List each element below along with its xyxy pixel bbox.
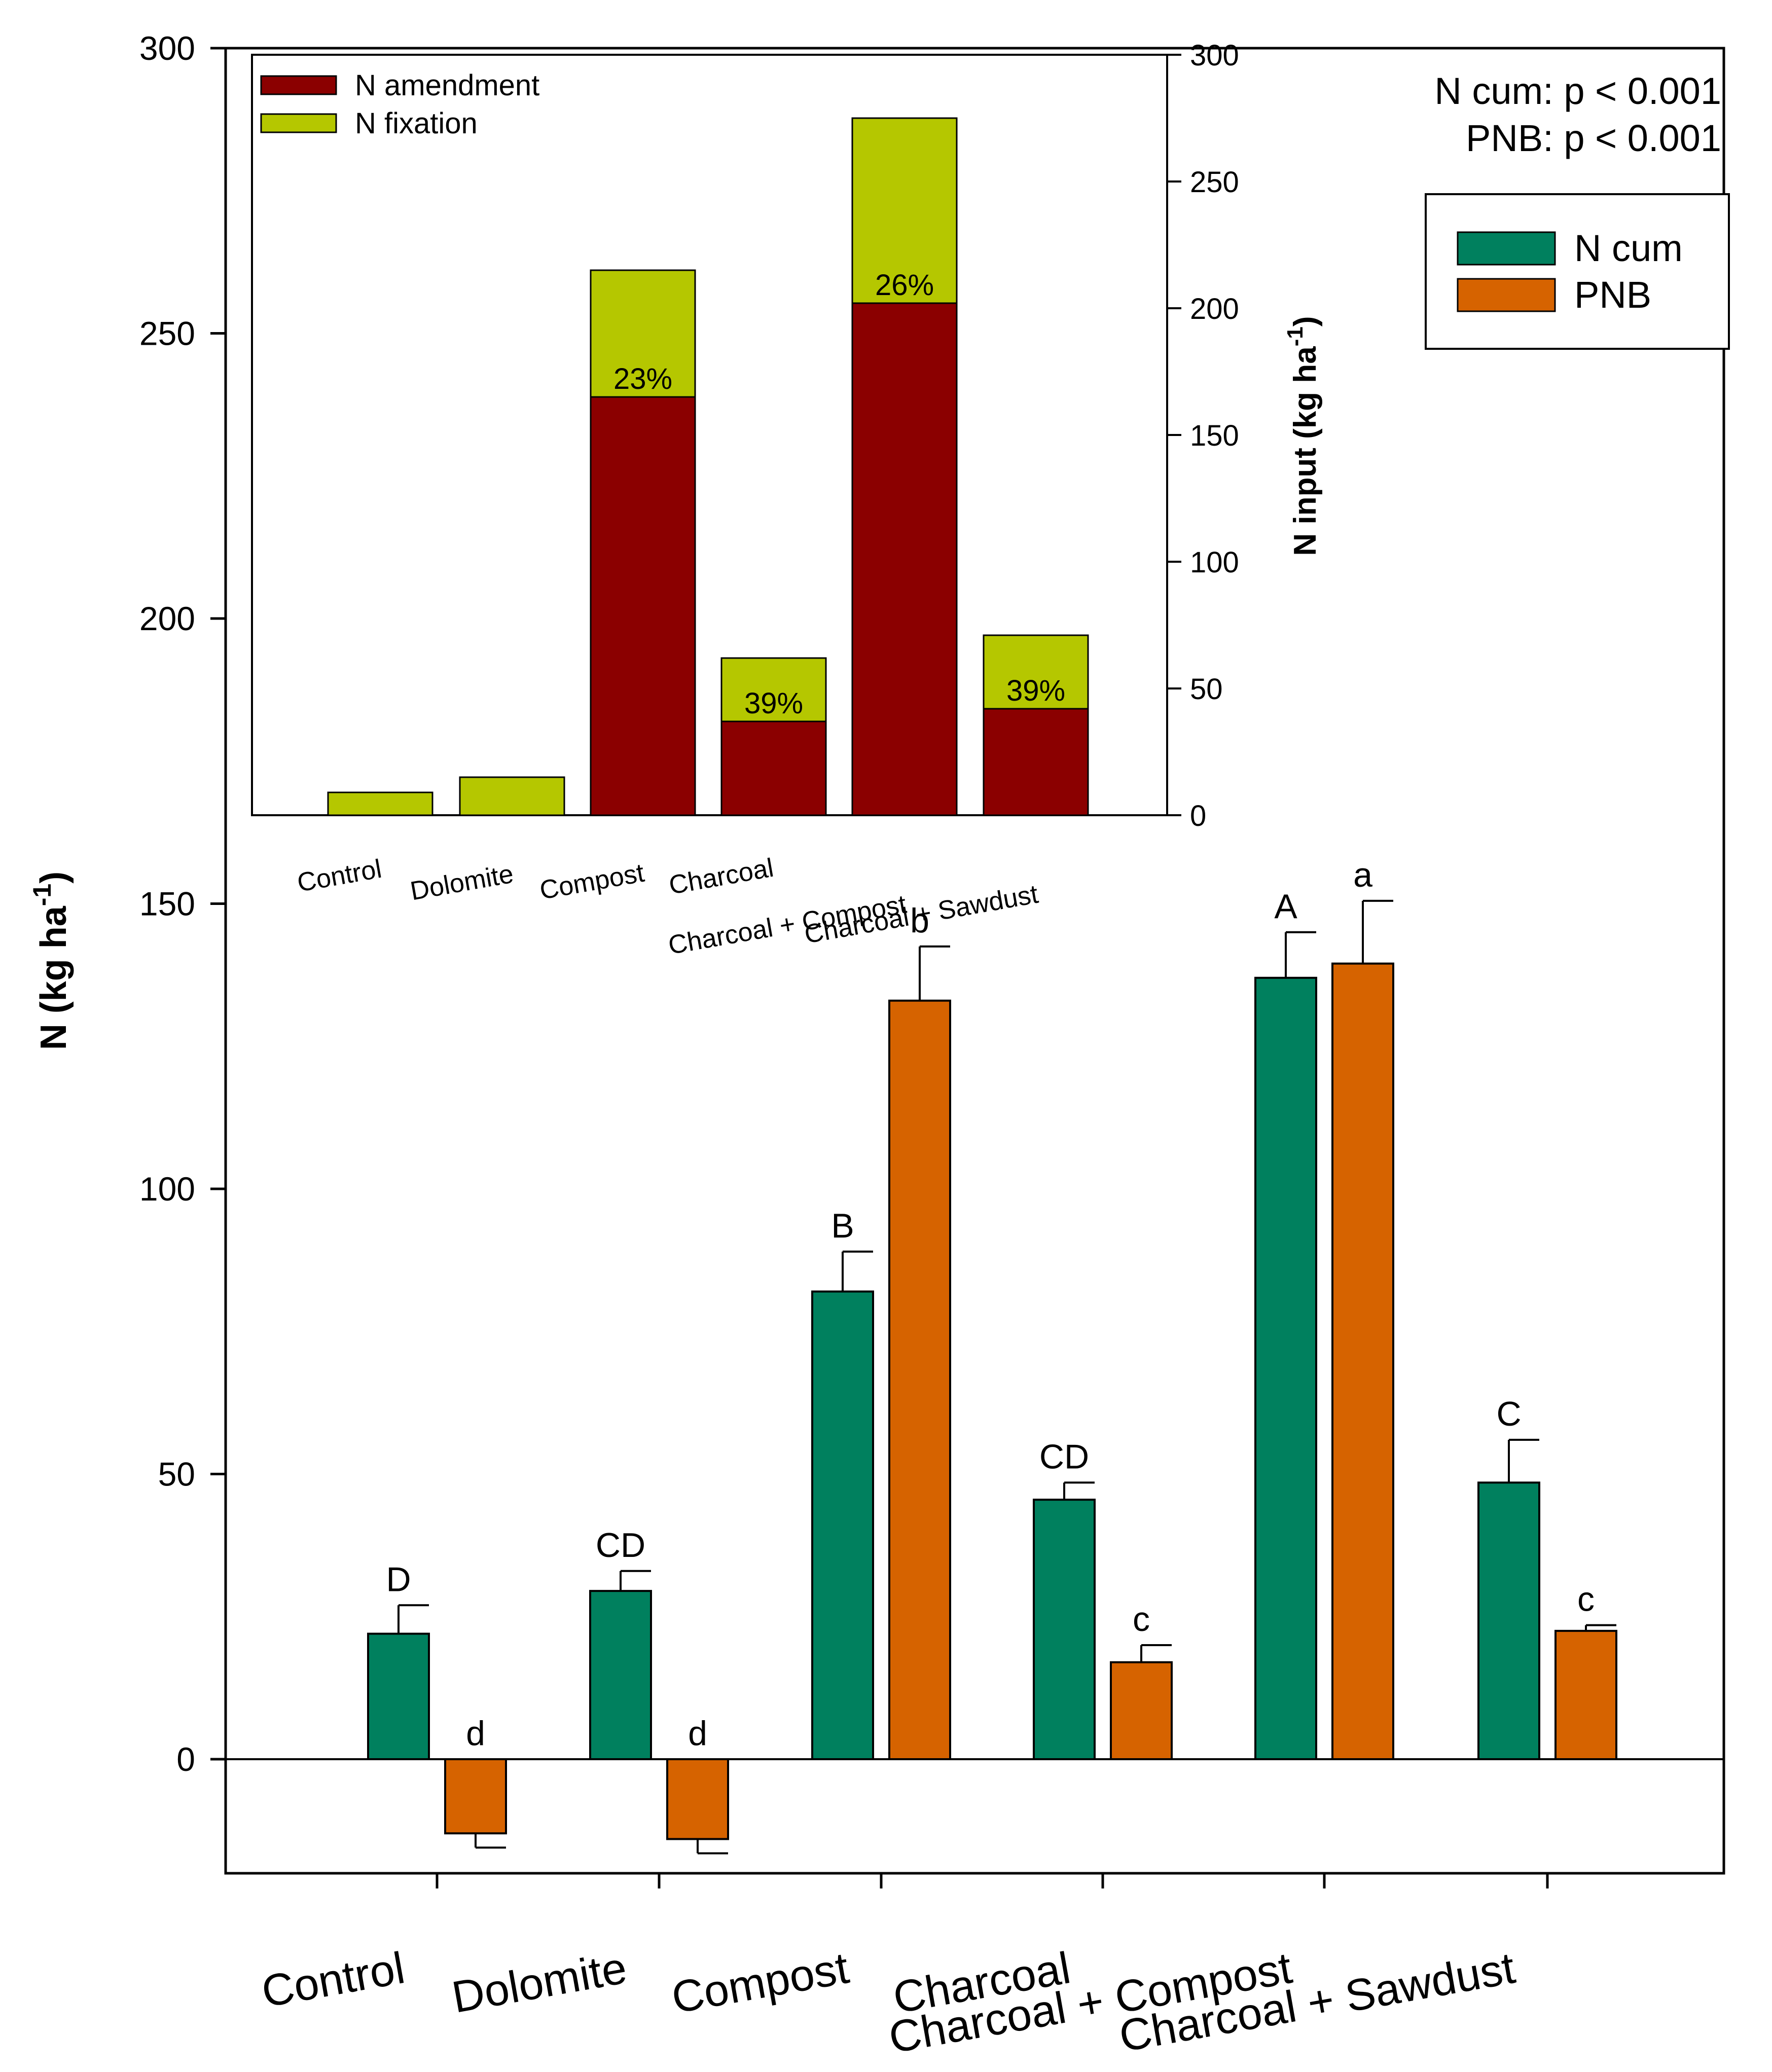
bar-n-cum-charcoal-sawdust <box>1477 1481 1540 1760</box>
inset-legend-swatch-fixation <box>260 113 337 133</box>
bar-n-cum-control <box>367 1632 430 1760</box>
significance-letter: D <box>386 1560 411 1598</box>
main-y-axis-title-superscript: -1 <box>28 884 56 906</box>
inset-bar-n-fixation-charcoal-compost <box>851 117 958 304</box>
inset-bar-n-amendment-compost <box>590 396 696 816</box>
inset-bar-n-fixation-control <box>327 791 433 816</box>
main-y-tick-label: 150 <box>139 885 195 923</box>
inset-bar-n-amendment-charcoal-compost <box>851 302 958 816</box>
inset-x-tick-label-charcoal: Charcoal <box>667 853 776 900</box>
main-x-tick-label-control: Control <box>258 1942 409 2017</box>
main-y-axis-title-text: N (kg ha <box>33 905 74 1050</box>
bar-pnb-dolomite <box>666 1758 729 1840</box>
inset-y-axis: 0 50 100 150 200 250 300 <box>1167 39 1239 832</box>
inset-y-tick-label: 300 <box>1190 39 1239 72</box>
inset-percent-label: 39% <box>1006 674 1065 707</box>
bar-pnb-charcoal <box>1110 1661 1173 1760</box>
inset-x-tick-label-compost: Compost <box>537 858 647 905</box>
significance-letter: A <box>1274 887 1297 926</box>
main-y-tick-label: 100 <box>139 1170 195 1208</box>
inset-y-axis-title-superscript: -1 <box>1283 326 1308 346</box>
significance-letter: a <box>1353 856 1372 894</box>
legend-swatch-ncum <box>1457 231 1556 266</box>
significance-letter: d <box>688 1714 707 1753</box>
main-y-axis: 0 50 100 150 200 250 300 <box>139 29 226 1778</box>
inset-y-axis-title-end: ) <box>1288 316 1323 326</box>
inset-legend-label-amendment: N amendment <box>355 69 539 102</box>
significance-letter: CD <box>596 1526 645 1565</box>
main-x-tick-label-charcoal-sawdust: Charcoal + Sawdust <box>1115 1942 1518 2061</box>
main-y-tick-label: 0 <box>176 1740 195 1778</box>
legend-label-ncum: N cum <box>1574 227 1683 269</box>
inset-percent-label: 26% <box>875 269 934 302</box>
significance-letter: c <box>1133 1600 1150 1639</box>
significance-letter: d <box>466 1714 485 1753</box>
bar-pnb-compost <box>888 999 951 1760</box>
bar-pnb-charcoal-compost <box>1331 962 1394 1760</box>
main-y-tick-label: 250 <box>139 315 195 352</box>
inset-legend: N amendment N fixation <box>260 69 539 140</box>
significance-letter: C <box>1496 1395 1521 1433</box>
significance-letter: c <box>1577 1580 1595 1619</box>
inset-y-tick-label: 0 <box>1190 799 1206 832</box>
significance-letter: B <box>831 1207 854 1245</box>
bar-n-cum-compost <box>811 1290 874 1760</box>
stat-pnb: PNB: p < 0.001 <box>1466 117 1721 159</box>
bar-n-cum-dolomite <box>589 1590 652 1760</box>
inset-bars: 23% 39% 26% 39% <box>327 117 1089 816</box>
inset-y-tick-label: 200 <box>1190 293 1239 325</box>
main-x-tick-label-compost: Compost <box>668 1942 852 2023</box>
bar-n-cum-charcoal <box>1033 1499 1096 1760</box>
inset-bar-n-fixation-charcoal <box>720 657 827 722</box>
main-x-tick-label-dolomite: Dolomite <box>448 1942 630 2022</box>
main-y-tick-label: 50 <box>158 1456 195 1493</box>
legend-label-pnb: PNB <box>1574 274 1651 316</box>
inset-x-tick-label-control: Control <box>295 854 384 898</box>
significance-letter: CD <box>1039 1437 1089 1476</box>
legend-swatch-pnb <box>1457 278 1556 312</box>
inset-bar-n-amendment-charcoal-sawdust <box>983 708 1089 816</box>
inset-percent-label: 39% <box>744 687 803 720</box>
inset-y-tick-label: 100 <box>1190 546 1239 579</box>
inset-y-tick-label: 250 <box>1190 166 1239 199</box>
main-legend: N cum PNB <box>1425 193 1730 350</box>
bar-n-cum-charcoal-compost <box>1254 976 1317 1760</box>
inset-y-tick-label: 50 <box>1190 673 1223 706</box>
bar-pnb-charcoal-sawdust <box>1554 1629 1617 1760</box>
inset-x-tick-label-dolomite: Dolomite <box>408 859 516 906</box>
inset-y-axis-title: N input (kg ha-1) <box>1283 316 1323 556</box>
inset-legend-swatch-amendment <box>260 75 337 95</box>
main-y-tick-label: 200 <box>139 600 195 637</box>
main-legend-frame <box>1425 193 1730 350</box>
inset-bar-n-fixation-dolomite <box>459 776 565 816</box>
stat-ncum: N cum: p < 0.001 <box>1434 70 1721 112</box>
bar-pnb-control <box>444 1758 507 1835</box>
inset-bar-n-fixation-charcoal-sawdust <box>983 634 1089 710</box>
main-y-axis-title-end: ) <box>33 871 74 884</box>
inset-bar-n-fixation-compost <box>590 269 696 398</box>
inset-legend-label-fixation: N fixation <box>355 107 478 140</box>
main-y-axis-title: N (kg ha-1) <box>28 871 74 1050</box>
main-plot-frame <box>224 47 1725 1875</box>
inset-y-tick-label: 150 <box>1190 419 1239 452</box>
inset-percent-label: 23% <box>613 362 672 395</box>
main-y-tick-label: 300 <box>139 29 195 67</box>
inset-y-axis-title-text: N input (kg ha <box>1288 346 1323 556</box>
inset-chart: 0 50 100 150 200 250 300 23% 39% 26% 39% Control D… <box>251 39 1323 961</box>
main-bars: D CD B CD A Cd d b c a c <box>367 856 1617 1855</box>
inset-bar-n-amendment-charcoal <box>720 720 827 816</box>
significance-letter: b <box>910 901 929 940</box>
